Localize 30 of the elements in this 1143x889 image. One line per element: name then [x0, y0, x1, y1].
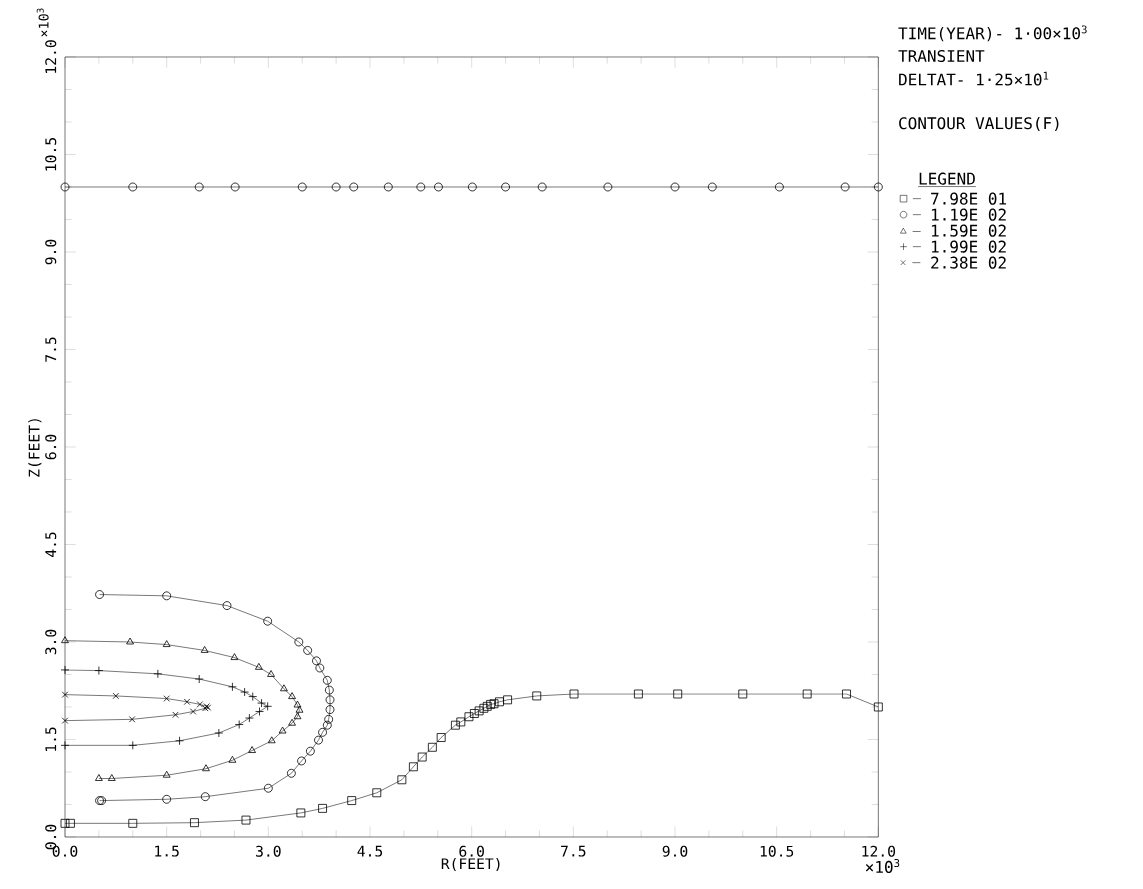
- x-tick-label: 4.5: [357, 845, 383, 857]
- x-tick-label: 6.0: [459, 845, 484, 857]
- y-tick-label: 4.5: [45, 532, 57, 557]
- x-axis-title: R(FEET): [441, 857, 500, 871]
- x-tick-label: 3.0: [256, 845, 281, 857]
- x-tick-label: 1.5: [155, 845, 179, 857]
- y-tick-label: 6.0: [45, 434, 57, 460]
- y-tick-label: 7.5: [45, 337, 57, 362]
- y-tick-label: 12.0: [45, 40, 57, 73]
- y-tick-label: 3.0: [45, 629, 57, 655]
- text: ×10$^{3}$: [865, 859, 900, 873]
- y-tick-label: 10.5: [45, 138, 57, 171]
- legend-title: LEGEND: [919, 172, 975, 185]
- x-tick-label: 12.0: [862, 845, 896, 857]
- y-tick-label: 1.5: [45, 727, 57, 751]
- text: ×10$^{3}$: [36, 8, 49, 37]
- legend-label: 1.99E 02: [931, 240, 1006, 253]
- y-tick-label: 9.0: [45, 239, 57, 265]
- legend-label: 2.38E 02: [931, 256, 1006, 269]
- text: DELTAT- 1·25×10$^{1}$: [899, 71, 1049, 86]
- x-tick-label: 7.5: [561, 845, 586, 857]
- text: TIME(YEAR)- 1·00×10$^{3}$: [898, 25, 1087, 42]
- text: TRANSIENT: [898, 49, 985, 63]
- text: CONTOUR VALUES(F): [899, 116, 1059, 132]
- x-tick-label: 10.5: [760, 845, 794, 857]
- x-tick-label: 9.0: [662, 845, 688, 857]
- legend-label: 7.98E 01: [931, 192, 1007, 205]
- y-axis-title: Z(FEET): [28, 419, 42, 477]
- legend-label: 1.19E 02: [931, 208, 1006, 221]
- legend-label: 1.59E 02: [931, 224, 1006, 237]
